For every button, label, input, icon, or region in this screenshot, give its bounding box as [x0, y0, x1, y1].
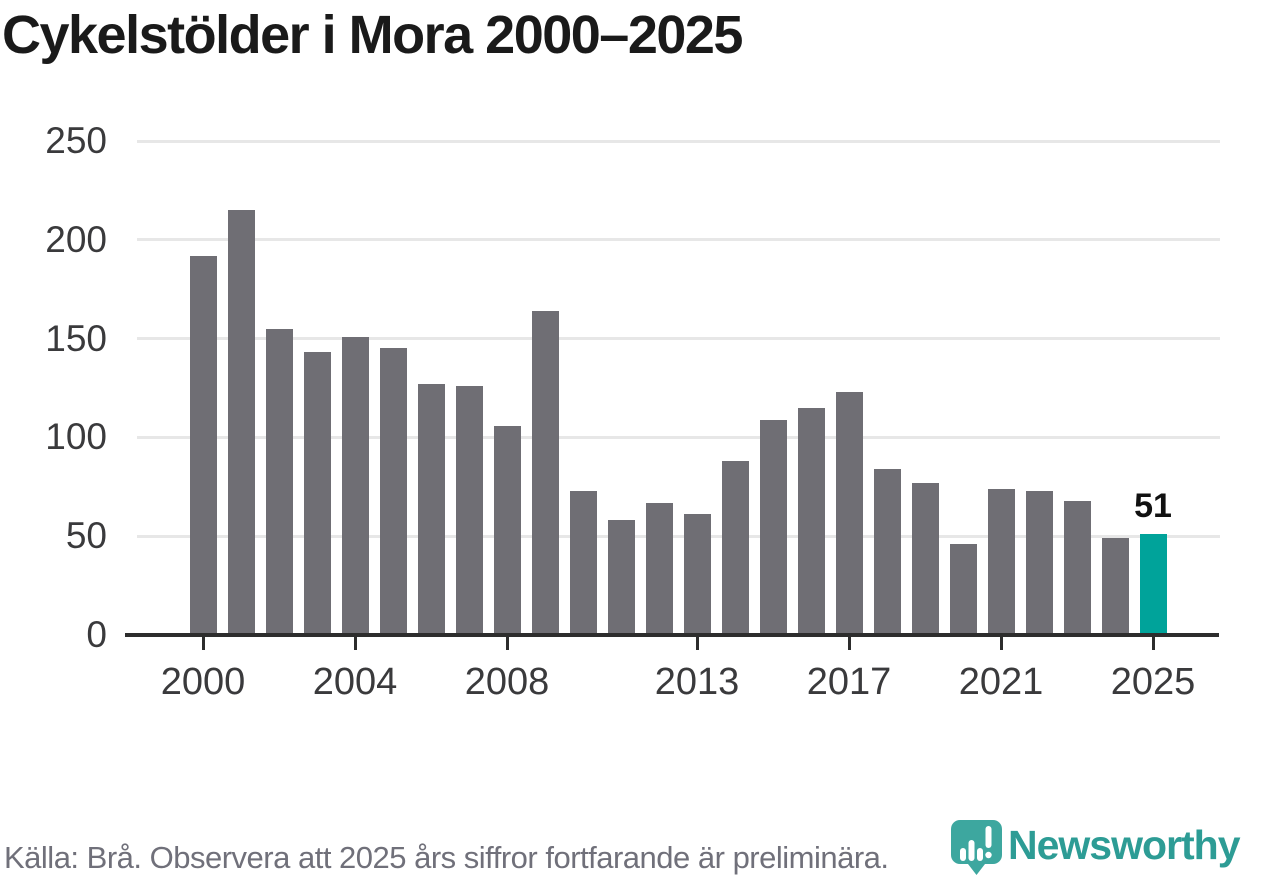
bar-2008	[493, 425, 521, 635]
bar-2023	[1063, 500, 1091, 635]
x-tick-2021	[999, 637, 1003, 650]
y-tick-label-250: 250	[45, 120, 107, 161]
bar-2007	[455, 386, 483, 635]
y-tick-label-100: 100	[45, 416, 107, 458]
gridline-200	[137, 238, 1220, 242]
x-tick-label-2017: 2017	[806, 661, 892, 703]
y-tick-label-0: 0	[86, 614, 107, 655]
x-tick-2017	[847, 637, 851, 650]
bar-2014	[721, 461, 749, 635]
gridline-250	[137, 139, 1220, 143]
bar-2002	[265, 328, 293, 635]
x-axis-line	[125, 633, 1219, 637]
x-tick-2013	[695, 637, 699, 650]
bar-2024	[1101, 538, 1129, 635]
bar-2025-highlighted	[1139, 534, 1167, 635]
bar-2012	[645, 502, 673, 635]
bar-2005	[379, 348, 407, 635]
x-tick-label-2008: 2008	[464, 661, 550, 703]
speech-bubble-bar-chart-icon	[951, 820, 1002, 875]
brand-wordmark: Newsworthy	[1008, 822, 1240, 868]
newsworthy-logo: Newsworthy	[951, 820, 1262, 879]
bar-2017	[835, 391, 863, 635]
bar-2000	[189, 255, 217, 635]
bar-2016	[797, 407, 825, 635]
x-tick-label-2025: 2025	[1110, 661, 1196, 703]
bar-2019	[911, 482, 939, 635]
y-tick-label-200: 200	[45, 218, 107, 260]
x-tick-2004	[353, 637, 357, 650]
x-tick-2008	[505, 637, 509, 650]
bar-2004	[341, 336, 369, 635]
x-tick-2000	[201, 637, 205, 650]
bar-2001	[227, 210, 255, 635]
gridline-50	[137, 534, 1220, 538]
x-tick-label-2021: 2021	[958, 661, 1044, 703]
highlight-value-label: 51	[1134, 487, 1172, 526]
x-tick-2025	[1151, 637, 1155, 650]
bar-2018	[873, 469, 901, 635]
bar-2021	[987, 488, 1015, 635]
page-title: Cykelstölder i Mora 2000–2025	[2, 5, 743, 65]
bar-2011	[607, 520, 635, 635]
bar-2020	[949, 544, 977, 635]
bar-2009	[531, 310, 559, 635]
bar-2006	[417, 384, 445, 635]
bar-2022	[1025, 490, 1053, 635]
source-note: Källa: Brå. Observera att 2025 års siffr…	[4, 840, 889, 875]
x-tick-label-2000: 2000	[160, 661, 246, 703]
x-tick-label-2013: 2013	[654, 661, 740, 703]
y-tick-label-150: 150	[45, 317, 107, 359]
bar-2013	[683, 514, 711, 635]
gridline-150	[137, 337, 1220, 341]
bar-chart: 0 50 100 150 200 250 2000 2004 2008 2013 2017 2021 2…	[45, 120, 1220, 703]
y-tick-label-50: 50	[65, 515, 107, 557]
x-tick-label-2004: 2004	[312, 661, 398, 703]
bar-2015	[759, 419, 787, 635]
gridline-100	[137, 435, 1220, 439]
bar-2003	[303, 352, 331, 635]
bar-2010	[569, 490, 597, 635]
